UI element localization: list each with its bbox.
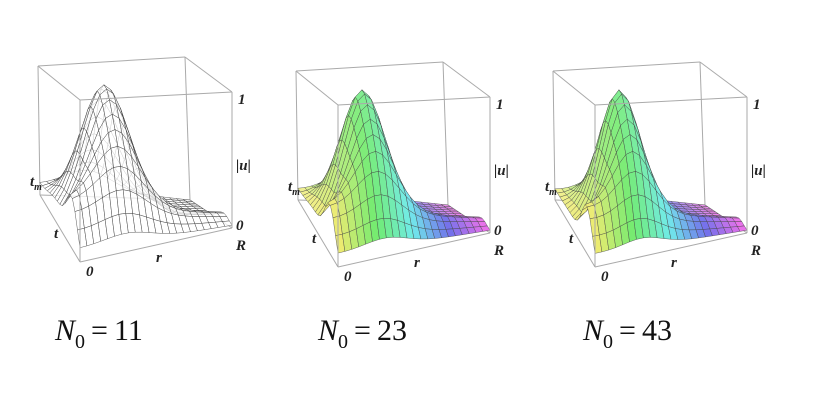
origin-label: 0 [344, 269, 352, 285]
z-top-label: 1 [753, 97, 761, 113]
box-edge [699, 61, 748, 98]
caption-subscript: 0 [603, 331, 613, 353]
box-edge [184, 56, 191, 201]
box-edge [554, 199, 596, 268]
caption-relation: = [354, 314, 371, 347]
box-edge [37, 65, 81, 101]
box-edge [699, 61, 706, 206]
box-edge [337, 232, 491, 268]
surface-patch [737, 225, 748, 232]
z-top-label: 1 [496, 97, 504, 113]
t-top-main: t [288, 179, 293, 195]
z-bottom-label: 0 [751, 223, 759, 239]
t-top-label: tm [30, 174, 42, 193]
caption-value: 23 [377, 314, 407, 347]
surface-patch [222, 220, 233, 227]
box-edge [552, 70, 556, 201]
box-edge [39, 194, 81, 263]
box-edge [594, 232, 748, 268]
caption-value: 43 [642, 314, 672, 347]
r-axis-label: r [671, 255, 677, 271]
caption-value: 11 [114, 314, 143, 347]
box-edge [184, 56, 233, 93]
caption-relation: = [91, 314, 108, 347]
box-edge [442, 61, 491, 98]
caption-relation: = [619, 314, 636, 347]
box-edge [337, 96, 491, 106]
z-axis-label: |u| [494, 163, 509, 179]
r-end-label: R [750, 243, 761, 259]
r-end-label: R [493, 243, 504, 259]
caption-symbol: N [582, 314, 605, 347]
caption-subscript: 0 [338, 331, 348, 353]
box-edge [295, 61, 444, 72]
caption-symbol: N [54, 314, 77, 347]
caption: N0 = 11 [54, 314, 143, 353]
r-axis-label: r [156, 250, 162, 266]
t-axis-label: t [312, 231, 317, 247]
r-end-label: R [235, 238, 246, 254]
box-edge [79, 227, 233, 263]
r-axis-label: r [414, 255, 420, 271]
surface-patch [480, 225, 491, 232]
t-axis-label: t [54, 226, 59, 242]
caption-symbol: N [317, 314, 340, 347]
t-top-main: t [545, 179, 550, 195]
box-edge [295, 70, 339, 106]
box-edge [297, 199, 339, 268]
box-edge [37, 65, 41, 196]
z-top-label: 1 [238, 92, 246, 108]
caption-subscript: 0 [75, 331, 85, 353]
caption: N0 = 43 [582, 314, 672, 353]
t-top-sub: m [292, 187, 300, 198]
box-edge [79, 91, 233, 101]
t-top-label: tm [545, 179, 557, 198]
t-top-label: tm [288, 179, 300, 198]
box-edge [442, 61, 449, 206]
t-top-sub: m [34, 182, 42, 193]
box-edge [552, 61, 701, 72]
t-top-main: t [30, 174, 35, 190]
origin-label: 0 [601, 269, 609, 285]
box-edge [594, 96, 748, 106]
box-edge [295, 70, 299, 201]
z-bottom-label: 0 [236, 218, 244, 234]
caption: N0 = 23 [317, 314, 407, 353]
origin-label: 0 [86, 264, 94, 280]
box-edge [552, 70, 596, 106]
box-edge [37, 56, 186, 67]
z-axis-label: |u| [236, 158, 251, 174]
t-axis-label: t [569, 231, 574, 247]
z-bottom-label: 0 [494, 223, 502, 239]
z-axis-label: |u| [751, 163, 766, 179]
t-top-sub: m [549, 187, 557, 198]
